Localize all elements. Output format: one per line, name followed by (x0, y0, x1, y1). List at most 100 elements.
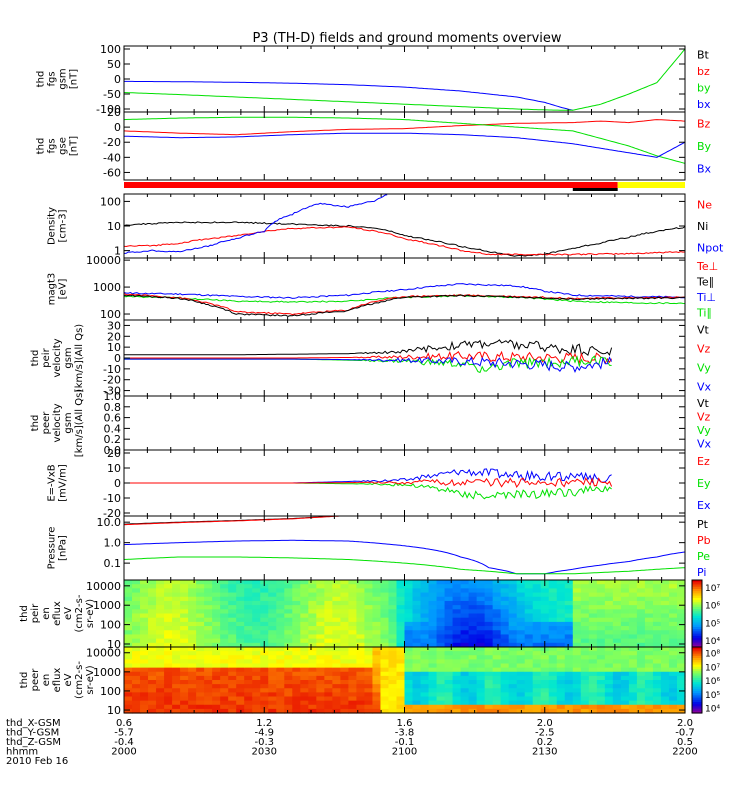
spectrogram-cell (620, 667, 630, 673)
spectrogram-cell (612, 684, 622, 689)
y-axis-label: Pressure (47, 527, 58, 570)
spectrogram-cell (572, 675, 582, 681)
spectrogram-cell (180, 592, 189, 598)
spectrogram-cell (156, 580, 165, 585)
spectrogram-cell (252, 613, 261, 619)
spectrogram-cell (548, 655, 558, 660)
spectrogram-cell (572, 684, 582, 689)
y-tick-label: 10000 (86, 254, 121, 267)
spectrogram-cell (196, 609, 205, 615)
spectrogram-cell (268, 642, 277, 648)
spectrogram-cell (196, 688, 205, 693)
spectrogram-cell (276, 596, 285, 602)
spectrogram-cell (372, 663, 382, 669)
spectrogram-cell (364, 634, 374, 640)
spectrogram-cell (204, 605, 213, 610)
spectrogram-cell (236, 600, 245, 606)
spectrogram-cell (316, 647, 325, 652)
spectrogram-cell (156, 638, 165, 644)
spectrogram-cell (276, 630, 285, 636)
spectrogram-cell (132, 621, 141, 627)
spectrogram-cell (644, 605, 654, 610)
spectrogram-cell (124, 704, 133, 710)
spectrogram-cell (316, 605, 325, 610)
spectrogram-cell (628, 692, 638, 698)
spectrogram-cell (396, 684, 406, 689)
spectrogram-cell (132, 696, 141, 702)
spectrogram-cell (204, 692, 213, 698)
spectrogram-cell (636, 634, 646, 640)
spectrogram-cell (516, 651, 526, 656)
spectrogram-cell (396, 667, 406, 673)
spectrogram-cell (508, 700, 518, 706)
spectrogram-cell (580, 688, 590, 693)
spectrogram-cell (180, 688, 189, 693)
spectrogram-cell (668, 651, 678, 656)
spectrogram-cell (524, 647, 534, 652)
spectrogram-cell (660, 655, 670, 660)
spectrogram-cell (468, 642, 478, 648)
spectrogram-cell (468, 655, 478, 660)
spectrogram-cell (436, 692, 446, 698)
spectrogram-cell (580, 613, 590, 619)
spectrogram-cell (604, 708, 614, 714)
spectrogram-cell (348, 596, 358, 602)
spectrogram-cell (572, 692, 582, 698)
series-Npot (123, 194, 388, 254)
spectrogram-cell (204, 630, 213, 636)
spectrogram-cell (612, 630, 622, 636)
spectrogram-cell (372, 621, 382, 627)
spectrogram-cell (476, 596, 486, 602)
spectrogram-cell (212, 634, 221, 640)
spectrogram-cell (524, 609, 534, 615)
spectrogram-cell (476, 617, 486, 623)
spectrogram-cell (484, 655, 494, 660)
spectrogram-cell (620, 600, 630, 606)
spectrogram-cell (468, 659, 478, 665)
spectrogram-cell (212, 700, 221, 706)
spectrogram-cell (500, 692, 510, 698)
colorbar-swatch (692, 699, 702, 703)
spectrogram-cell (148, 704, 157, 710)
spectrogram-cell (284, 651, 293, 656)
spectrogram-cell (148, 680, 157, 685)
spectrogram-cell (404, 584, 414, 589)
spectrogram-cell (420, 659, 430, 665)
spectrogram-cell (236, 630, 245, 636)
spectrogram-cell (180, 617, 189, 623)
spectrogram-cell (292, 663, 301, 669)
figure-title: P3 (TH-D) fields and ground moments over… (252, 31, 561, 46)
legend-label: Vy (697, 424, 711, 437)
spectrogram-cell (516, 638, 526, 644)
spectrogram-cell (396, 634, 406, 640)
spectrogram-cell (300, 626, 309, 631)
spectrogram-cell (516, 630, 526, 636)
spectrogram-cell (676, 663, 686, 669)
spectrogram-cell (364, 638, 374, 644)
spectrogram-cell (596, 584, 606, 589)
spectrogram-cell (596, 655, 606, 660)
spectrogram-cell (396, 630, 406, 636)
spectrogram-cell (252, 692, 261, 698)
spectrogram-cell (156, 626, 165, 631)
spectrogram-cell (180, 605, 189, 610)
spectrogram-cell (580, 680, 590, 685)
spectrogram-cell (460, 692, 470, 698)
spectrogram-cell (516, 613, 526, 619)
spectrogram-cell (348, 638, 358, 644)
spectrogram-cell (588, 655, 598, 660)
spectrogram-cell (636, 605, 646, 610)
spectrogram-cell (276, 634, 285, 640)
spectrogram-cell (444, 588, 454, 594)
spectrogram-cell (612, 580, 622, 585)
spectrogram-cell (212, 708, 221, 714)
spectrogram-cell (300, 609, 309, 615)
spectrogram-cell (228, 655, 237, 660)
spectrogram-cell (132, 605, 141, 610)
y-tick-label: 10000 (86, 647, 121, 660)
spectrogram-cell (452, 642, 462, 648)
spectrogram-cell (292, 609, 301, 615)
spectrogram-cell (452, 651, 462, 656)
spectrogram-cell (388, 592, 398, 598)
spectrogram-cell (276, 684, 285, 689)
